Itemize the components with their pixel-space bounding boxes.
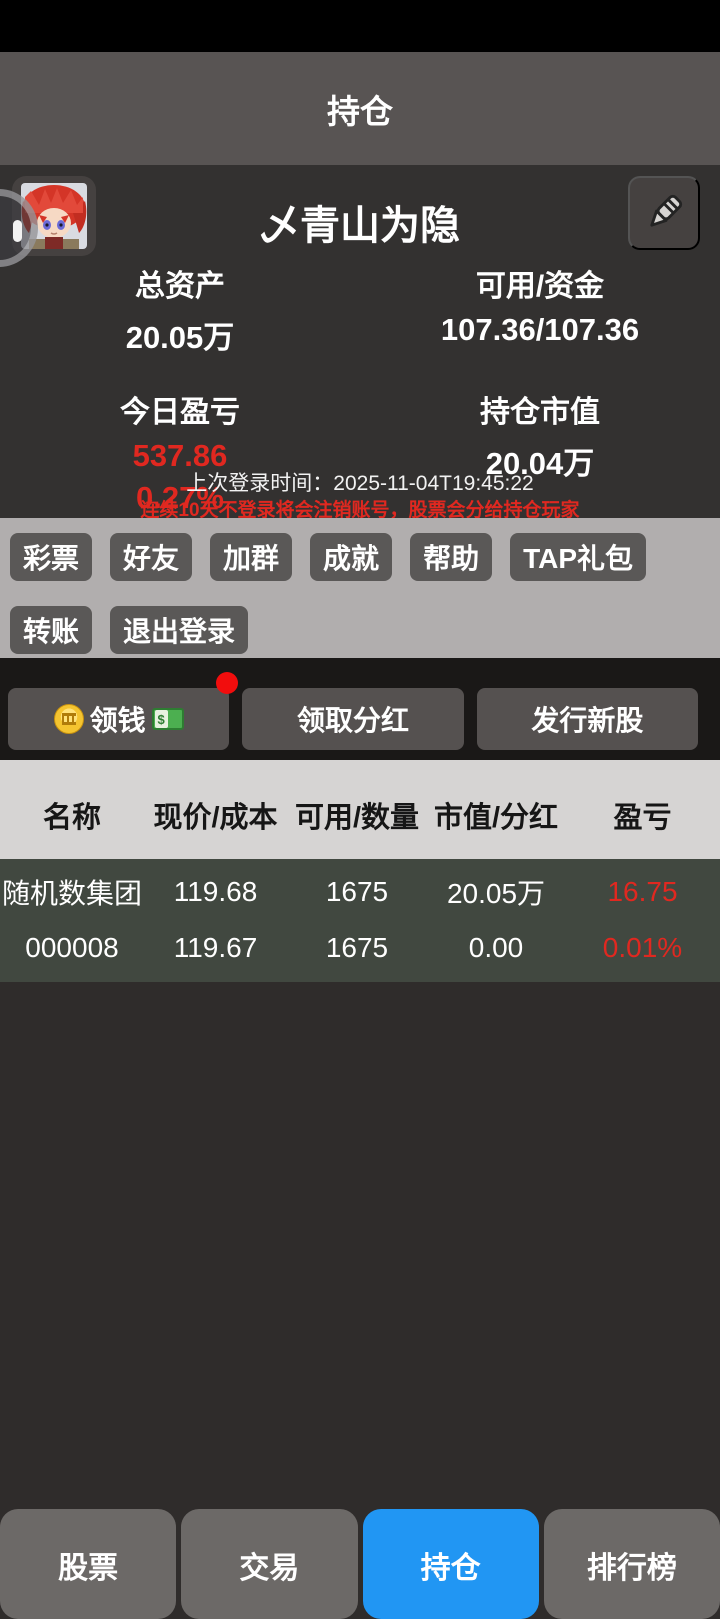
friends-button[interactable]: 好友 <box>110 533 193 581</box>
stat-position-value: 持仓市值 20.04万 <box>360 387 720 516</box>
stat-percent: 0.27% <box>136 480 224 515</box>
inactivity-warning: 连续10天不登录将会注销账号，股票会分给持仓玩家 <box>140 500 580 521</box>
stock-name: 000008 <box>25 932 119 963</box>
claim-money-label: 领钱 <box>89 705 146 736</box>
logout-button[interactable]: 退出登录 <box>110 606 249 654</box>
claim-money-button[interactable]: 领钱 $ <box>8 672 239 750</box>
stock-name: 随机数集团 <box>1 878 142 909</box>
user-avatar-icon <box>21 183 87 249</box>
col-pnl: 盈亏 <box>613 801 672 834</box>
notification-badge <box>216 672 239 694</box>
stat-label: 持仓市值 <box>480 396 600 429</box>
quick-actions-section: 彩票 好友 加群 成就 帮助 TAP礼包 转账 退出登录 <box>0 518 720 658</box>
stat-label: 总资产 <box>135 270 225 303</box>
col-name: 名称 <box>42 801 101 834</box>
stock-pnl: 16.75 <box>607 876 678 907</box>
stock-quantity: 1675 <box>325 932 389 963</box>
join-group-button[interactable]: 加群 <box>210 533 293 581</box>
last-login-time: 上次登录时间：2025-11-04T19:45:22 <box>186 472 534 495</box>
stat-available-funds: 可用/资金 107.36/107.36 <box>360 261 720 357</box>
pencil-icon <box>650 194 683 227</box>
tab-leaderboard[interactable]: 排行榜 <box>543 1509 720 1619</box>
stat-value: 537.86 <box>132 438 228 473</box>
tap-gift-button[interactable]: TAP礼包 <box>510 533 647 581</box>
bottom-nav: 股票 交易 持仓 排行榜 <box>0 1509 720 1619</box>
stock-value: 20.05万 <box>446 878 546 909</box>
stock-pnl: 0.01% <box>602 932 683 963</box>
profile-section: 乄青山为隐 总资产 20.05万 可用/资金 107.36/107.36 今日盈… <box>0 165 720 521</box>
table-row[interactable]: 000008 119.67 1675 0.00 0.01% <box>0 920 720 976</box>
holdings-table-body: 随机数集团 119.68 1675 20.05万 16.75 000008 11… <box>0 859 720 982</box>
page-title: 持仓 <box>327 92 393 130</box>
stat-value: 20.05万 <box>125 320 235 355</box>
achievements-button[interactable]: 成就 <box>310 533 393 581</box>
stock-quantity: 1675 <box>325 876 389 907</box>
stock-price: 119.68 <box>173 876 258 907</box>
issue-shares-button[interactable]: 发行新股 <box>476 688 698 750</box>
stat-value: 107.36/107.36 <box>440 312 640 347</box>
stock-price: 119.67 <box>173 932 258 963</box>
col-price-cost: 现价/成本 <box>153 801 278 834</box>
table-row[interactable]: 随机数集团 119.68 1675 20.05万 16.75 <box>0 864 720 920</box>
avatar-button[interactable] <box>12 176 96 256</box>
tab-holdings[interactable]: 持仓 <box>362 1509 539 1619</box>
tab-trade[interactable]: 交易 <box>181 1509 358 1619</box>
col-value-dividend: 市值/分红 <box>433 801 559 834</box>
status-bar <box>0 0 720 52</box>
transfer-button[interactable]: 转账 <box>10 606 93 654</box>
stat-label: 今日盈亏 <box>120 396 240 429</box>
stat-label: 可用/资金 <box>475 270 605 303</box>
assistive-bubble-handle <box>13 220 22 242</box>
tab-stocks[interactable]: 股票 <box>0 1509 177 1619</box>
claim-actions-section: 领钱 $ 领取分红 发行新股 <box>0 658 720 760</box>
lottery-button[interactable]: 彩票 <box>10 533 93 581</box>
edit-profile-button[interactable] <box>628 176 700 250</box>
holdings-table-header: 名称 现价/成本 可用/数量 市值/分红 盈亏 <box>0 760 720 859</box>
stock-value: 0.00 <box>468 932 524 963</box>
quick-actions-row-2: 转账 退出登录 <box>10 606 249 654</box>
stat-today-pnl: 今日盈亏 537.86 0.27% <box>0 387 360 516</box>
coin-icon <box>53 704 84 734</box>
banknote-icon: $ <box>151 708 184 730</box>
account-stats: 总资产 20.05万 可用/资金 107.36/107.36 今日盈亏 537.… <box>0 261 720 516</box>
page-header: 持仓 <box>0 52 720 165</box>
username: 乄青山为隐 <box>260 204 460 248</box>
stat-total-assets: 总资产 20.05万 <box>0 261 360 357</box>
quick-actions-row-1: 彩票 好友 加群 成就 帮助 TAP礼包 <box>10 533 647 581</box>
col-available-qty: 可用/数量 <box>294 801 420 834</box>
stat-value: 20.04万 <box>485 446 595 481</box>
help-button[interactable]: 帮助 <box>410 533 493 581</box>
claim-dividend-button[interactable]: 领取分红 <box>242 688 464 750</box>
